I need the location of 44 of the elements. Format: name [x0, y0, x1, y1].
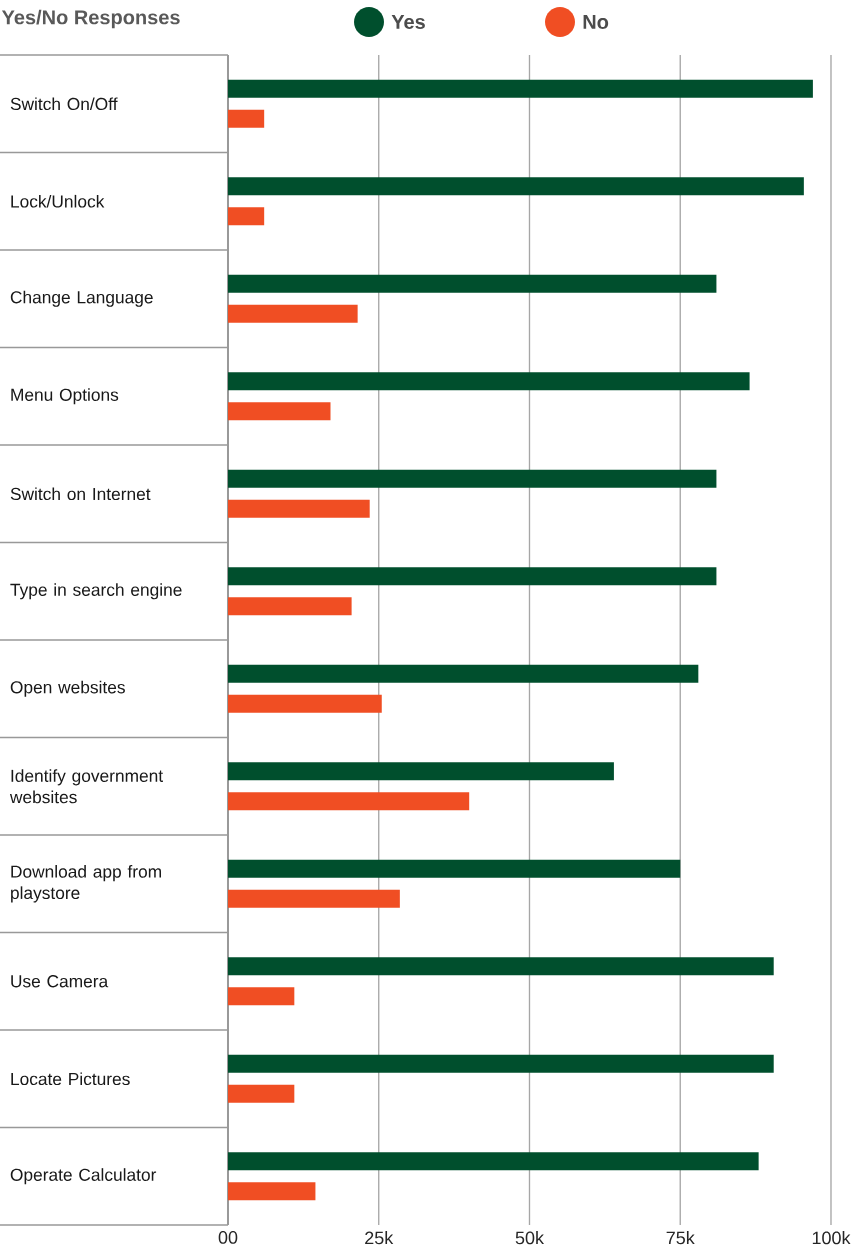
bar	[227, 1054, 774, 1073]
bar	[227, 79, 813, 98]
bar	[227, 792, 470, 811]
y-tick-label: Identify government websites	[9, 769, 163, 804]
y-tick-label: Switch on Internet	[10, 487, 151, 501]
y-tick-label: Operate Calculator	[10, 1168, 157, 1185]
x-tick-label: 25k	[365, 1231, 394, 1245]
y-tick-label: Lock/Unlock	[11, 194, 105, 208]
bar	[227, 304, 358, 323]
y-tick-label: Change Language	[10, 290, 153, 307]
legend-label: No	[583, 15, 609, 29]
bar	[227, 177, 804, 196]
bar	[227, 499, 370, 518]
bar	[227, 957, 774, 976]
y-tick-label: Use Camera	[11, 975, 109, 988]
bar	[227, 372, 750, 391]
bar	[227, 987, 295, 1006]
y-tick-label: Switch On/Off	[10, 97, 118, 111]
y-tick-label: Locate Pictures	[11, 1072, 130, 1086]
chart-title: Yes/No Responses	[1, 9, 180, 29]
bar	[227, 664, 699, 683]
y-tick-label: Download app from playstore	[11, 865, 161, 903]
bar	[227, 762, 614, 781]
legend-label: Yes	[391, 15, 425, 29]
bar	[227, 109, 265, 128]
bar	[227, 859, 681, 878]
x-tick-label: 100k	[812, 1231, 851, 1245]
x-tick-label: 00	[218, 1231, 238, 1244]
bar	[227, 274, 717, 293]
y-tick-label: Menu Options	[11, 388, 119, 405]
bar	[227, 889, 400, 908]
bar	[227, 469, 717, 488]
bar	[227, 1182, 316, 1201]
y-tick-label: Type in search engine	[10, 583, 182, 600]
x-tick-label: 75k	[666, 1231, 695, 1245]
x-tick-label: 50k	[515, 1231, 545, 1245]
bar	[227, 1152, 759, 1171]
bar	[227, 597, 352, 616]
bar	[227, 567, 717, 586]
bar	[227, 694, 382, 713]
y-tick-label: Open websites	[10, 680, 125, 697]
bar	[227, 402, 331, 421]
bar	[227, 207, 265, 226]
bar	[227, 1084, 295, 1103]
